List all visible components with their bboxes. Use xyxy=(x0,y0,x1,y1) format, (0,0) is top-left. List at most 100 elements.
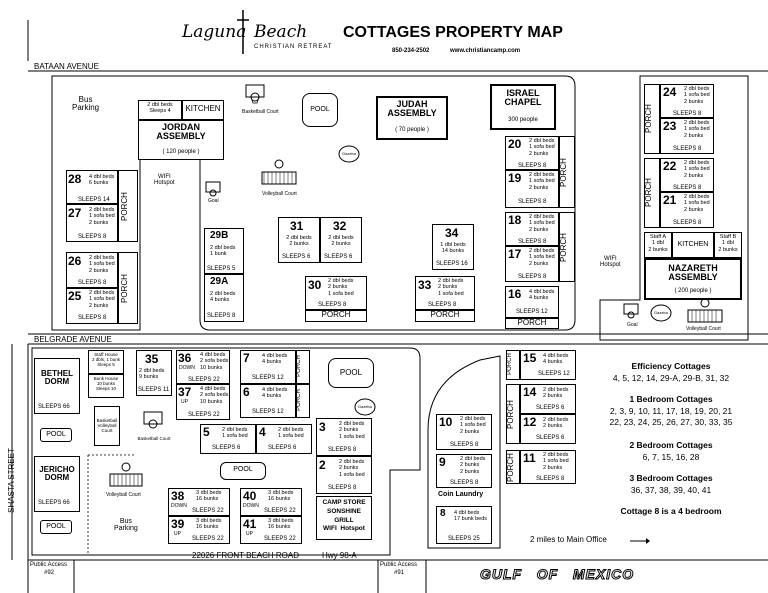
cottage-19-sleeps: SLEEPS 8 xyxy=(518,199,547,205)
gazebo-label-right: Gazebo xyxy=(653,310,668,315)
cottage-26-sleeps: SLEEPS 8 xyxy=(78,280,107,286)
nazareth-assembly-name: NAZARETH ASSEMBLY xyxy=(668,263,718,283)
cottage-3-info: 2 dbl beds 2 bunks 1 sofa bed xyxy=(339,421,365,440)
cottage-14-info: 2 dbl beds 2 bunks xyxy=(543,387,569,400)
jordan-kitchen-note: 2 dbl beds Sleeps 4 xyxy=(147,102,173,115)
porch-24-23-label: PORCH xyxy=(643,104,653,133)
porch-11-label: PORCH xyxy=(505,453,515,482)
cottage-11-number: 11 xyxy=(523,451,536,465)
pool-bethel-label: POOL xyxy=(46,431,66,438)
basketball-court-label-top: Basketball Court xyxy=(242,109,279,115)
staff-house-info: Staff House 2 dbls, 1 bunk Sleeps 5 xyxy=(91,352,121,368)
cottage-23-number: 23 xyxy=(663,119,677,133)
cottage-16-number: 16 xyxy=(508,287,522,301)
israel-chapel-name: ISRAEL CHAPEL xyxy=(504,88,542,108)
cottage-26-info: 2 dbl beds 1 sofa bed 2 bunks xyxy=(89,255,115,274)
cottage-37 xyxy=(176,384,230,420)
cottage-24-number: 24 xyxy=(663,85,677,99)
cottage-41-sleeps: SLEEPS 22 xyxy=(264,536,296,542)
cottage-31 xyxy=(278,217,320,263)
legend-3br-head: 3 Bedroom Cottages xyxy=(629,473,713,483)
cottage-19-number: 19 xyxy=(508,171,522,185)
volleyball-court-label-right: Volleyball Court xyxy=(686,326,721,332)
porch-16-label: PORCH xyxy=(517,318,547,327)
cottage-10 xyxy=(436,414,492,450)
cottage-40-number: 40 xyxy=(243,489,257,503)
cottage-17-info: 2 dbl beds 1 sofa bed 2 bunks xyxy=(529,248,555,267)
kitchen-box xyxy=(182,100,224,120)
cottage-40-sub: DOWN xyxy=(243,503,259,509)
goal-label-right: Goal xyxy=(627,322,638,328)
public-access-92-label: Public Access xyxy=(30,562,68,568)
porch-6-label: PORCH xyxy=(295,389,302,411)
cottage-9-number: 9 xyxy=(439,455,446,469)
cottage-32-info: 2 dbl beds 2 bunks xyxy=(328,235,354,248)
israel-chapel-capacity: 300 people xyxy=(508,117,538,123)
bethel-dorm xyxy=(34,358,80,414)
gazebo-icon-top xyxy=(338,145,360,163)
cottage-10-number: 10 xyxy=(439,415,453,429)
cottage-15-info: 4 dbl beds 4 bunks xyxy=(543,353,569,366)
cottage-33 xyxy=(415,276,475,310)
pool-bottom xyxy=(220,462,266,480)
pool-bethel xyxy=(40,428,72,442)
porch-33 xyxy=(415,310,475,322)
cottage-23-sleeps: SLEEPS 8 xyxy=(673,146,702,152)
cottage-22-number: 22 xyxy=(663,159,677,173)
cottage-8 xyxy=(436,506,492,544)
cottage-29b-number: 29B xyxy=(210,230,229,241)
cottage-30-info: 2 dbl beds 2 bunks 1 sofa bed xyxy=(328,278,354,297)
porch-24-23 xyxy=(644,84,660,154)
cottage-38-info: 3 dbl beds 16 bunks xyxy=(196,490,222,503)
cottage-28-number: 28 xyxy=(68,172,82,186)
bethel-dorm-sleeps: SLEEPS 66 xyxy=(38,404,70,410)
logo-word-2: Beach xyxy=(254,22,308,42)
cottage-29b-info: 2 dbl beds 1 bunk xyxy=(210,245,236,258)
porch-14-12-label: PORCH xyxy=(505,400,515,429)
logo-word-1: Laguna xyxy=(182,22,247,42)
cottage-37-sub: UP xyxy=(181,399,188,405)
legend-efficiency-list: 4, 5, 12, 14, 29-A, 29-B, 31, 32 xyxy=(612,373,730,383)
cottage-40 xyxy=(240,488,302,516)
volleyball-court-icon-top xyxy=(261,159,297,185)
staff-house xyxy=(88,350,124,374)
cottage-30 xyxy=(305,276,367,310)
cottage-33-info: 2 dbl beds 2 bunks 1 sofa bed xyxy=(438,278,464,297)
cottage-25-info: 2 dbl beds 1 sofa bed 2 bunks xyxy=(89,290,115,309)
cottage-12 xyxy=(520,414,576,444)
cottage-34 xyxy=(432,224,474,270)
cottage-32 xyxy=(320,217,362,263)
cottage-8-sleeps: SLEEPS 25 xyxy=(448,536,480,542)
cottage-39-number: 39 xyxy=(171,517,185,531)
nazareth-kitchen-label: KITCHEN xyxy=(677,241,709,248)
cottage-17-number: 17 xyxy=(508,247,522,261)
porch-7 xyxy=(296,350,310,384)
cottage-35 xyxy=(136,350,172,396)
coin-laundry-label: Coin Laundry xyxy=(438,491,484,498)
bunk-house-info: Bunk House 10 bunks Sleeps 10 xyxy=(93,376,119,392)
cottage-33-number: 33 xyxy=(418,278,432,292)
cottage-11 xyxy=(520,450,576,484)
cottage-26-number: 26 xyxy=(68,254,82,268)
cottage-27 xyxy=(66,204,118,242)
cottage-24-info: 2 dbl beds 1 sofa bed 2 bunks xyxy=(684,86,710,105)
porch-14-12 xyxy=(506,384,520,444)
judah-assembly-capacity: ( 70 people ) xyxy=(395,127,429,133)
cottage-9-sleeps: SLEEPS 8 xyxy=(450,480,479,486)
jericho-dorm xyxy=(34,456,80,512)
cottage-12-number: 12 xyxy=(523,415,537,429)
cottage-21 xyxy=(660,192,714,228)
porch-26-25-label: PORCH xyxy=(119,274,129,303)
cottage-25-sleeps: SLEEPS 8 xyxy=(78,315,107,321)
to-main-office-label: 2 miles to Main Office xyxy=(530,535,607,544)
cottage-7-info: 4 dbl beds 4 bunks xyxy=(262,353,288,366)
cottage-4-info: 2 dbl beds 1 sofa bed xyxy=(278,427,304,440)
hwy-label: Hwy 98-A xyxy=(322,551,357,560)
cottage-4-sleeps: SLEEPS 6 xyxy=(268,445,297,451)
cottage-14-number: 14 xyxy=(523,385,537,399)
cottage-39-sleeps: SLEEPS 22 xyxy=(192,536,224,542)
cottage-28 xyxy=(66,170,118,204)
cottage-5-sleeps: SLEEPS 6 xyxy=(212,445,241,451)
cottage-34-info: 1 dbl beds 14 bunks xyxy=(440,242,466,255)
